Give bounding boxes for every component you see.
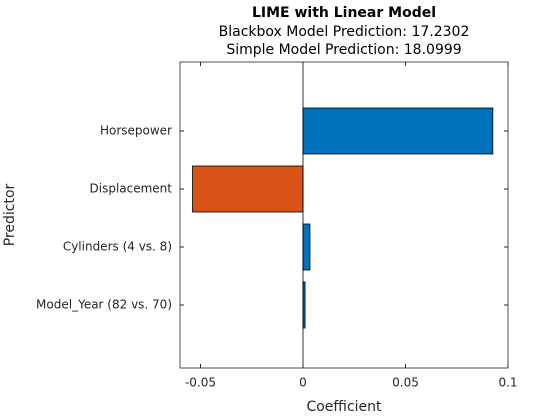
- y-tick-label: Cylinders (4 vs. 8): [63, 240, 172, 254]
- x-tick-label: 0: [299, 376, 307, 390]
- bar: [302, 107, 494, 155]
- y-tick-label: Displacement: [90, 182, 173, 196]
- x-tick-label: -0.05: [185, 376, 216, 390]
- chart-subtitle: Simple Model Prediction: 18.0999: [226, 42, 461, 58]
- y-tick-label: Horsepower: [100, 124, 172, 138]
- x-axis-label: Coefficient: [306, 399, 382, 415]
- chart-subtitle: Blackbox Model Prediction: 17.2302: [219, 24, 470, 40]
- x-tick-label: 0.05: [392, 376, 419, 390]
- bar: [302, 223, 311, 271]
- axes-box: [179, 61, 509, 369]
- x-tick-label: 0.1: [498, 376, 517, 390]
- y-axis-label: Predictor: [2, 183, 18, 246]
- y-tick-label: Model_Year (82 vs. 70): [36, 298, 172, 312]
- chart-title: LIME with Linear Model: [252, 5, 436, 21]
- bar: [192, 165, 304, 213]
